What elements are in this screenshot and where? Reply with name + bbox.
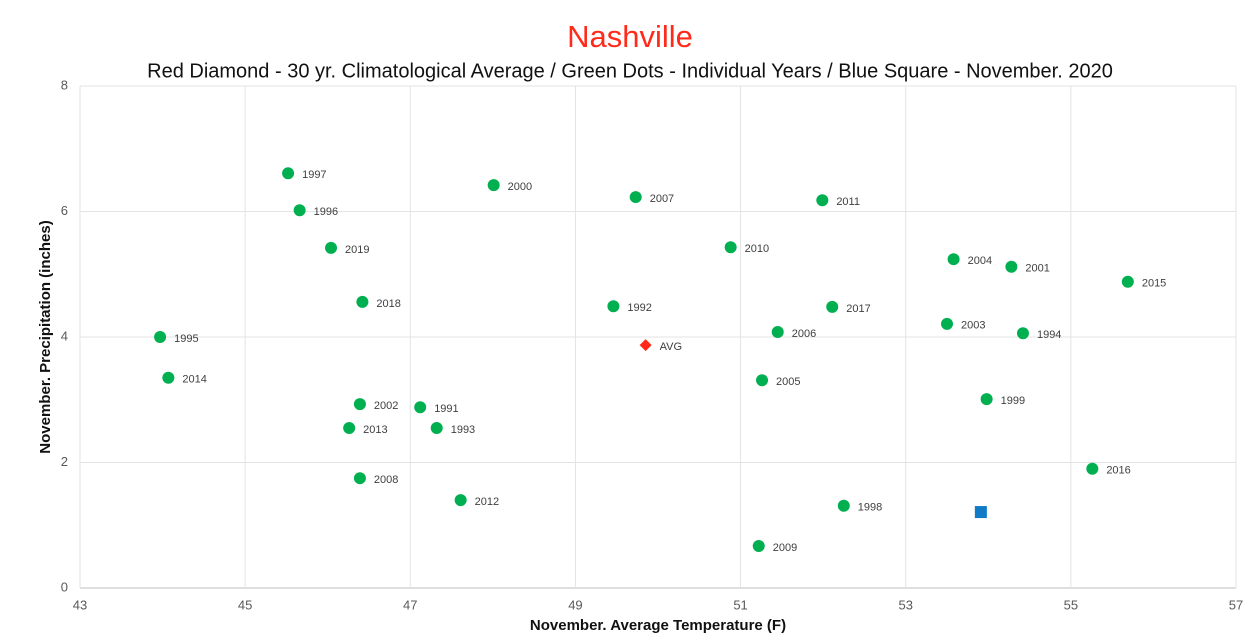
x-tick-label: 53 [898, 597, 912, 612]
point-label: 2001 [1025, 263, 1049, 275]
point [974, 506, 987, 519]
point [816, 194, 829, 207]
point [837, 499, 850, 512]
point-label: 2003 [961, 320, 985, 332]
point [293, 204, 306, 217]
y-tick-label: 4 [61, 328, 68, 343]
point-label: 2007 [650, 193, 674, 205]
point-label: 2017 [846, 303, 870, 315]
point [752, 539, 765, 552]
x-tick-label: 57 [1229, 597, 1243, 612]
x-tick-label: 45 [238, 597, 252, 612]
y-axis-label: November. Precipitation (inches) [37, 220, 54, 453]
point [607, 300, 620, 313]
point-label: 2006 [792, 328, 816, 340]
y-tick-label: 0 [61, 579, 68, 594]
point [154, 331, 167, 343]
point-label: 2010 [745, 243, 769, 255]
point [325, 241, 338, 254]
point-label: 1991 [434, 403, 458, 415]
point [414, 401, 427, 414]
point-label: 2000 [508, 181, 532, 193]
point-label: 2004 [968, 255, 992, 267]
point-label: 2013 [363, 424, 387, 436]
point-label: 1993 [451, 424, 475, 436]
point-label: 2005 [776, 376, 800, 388]
point [629, 191, 642, 204]
point [724, 241, 737, 254]
point-label: 1997 [302, 169, 326, 181]
point-label: 2016 [1106, 465, 1130, 477]
chart-title: Nashville [567, 19, 693, 54]
point-label: 1998 [858, 502, 882, 514]
point-label: 1995 [174, 333, 198, 345]
y-tick-label: 8 [61, 77, 68, 92]
point [1016, 327, 1029, 340]
point [947, 253, 960, 266]
point [430, 421, 443, 434]
point [356, 295, 369, 308]
x-tick-label: 47 [403, 597, 417, 612]
point-label: 2018 [376, 298, 400, 310]
chart-subtitle: Red Diamond - 30 yr. Climatological Aver… [147, 60, 1113, 82]
point [826, 300, 839, 313]
x-tick-label: 49 [568, 597, 582, 612]
point [353, 472, 366, 485]
x-axis-label: November. Average Temperature (F) [530, 617, 786, 634]
point [980, 393, 993, 406]
point-label: 1992 [627, 302, 651, 314]
point [487, 179, 500, 192]
point [282, 167, 295, 180]
point-label: 2019 [345, 244, 369, 256]
x-tick-label: 43 [73, 597, 87, 612]
y-tick-label: 2 [61, 454, 68, 469]
point [353, 398, 366, 411]
point-label: 2008 [374, 474, 398, 486]
point [1121, 275, 1134, 288]
point-label: 2011 [836, 196, 860, 208]
point-label: 2002 [374, 400, 398, 412]
point [343, 421, 356, 434]
y-tick-label: 6 [61, 203, 68, 218]
point [162, 371, 175, 384]
point-label: 2012 [475, 496, 499, 508]
point [1086, 462, 1099, 475]
point-label: 1999 [1001, 395, 1025, 407]
point-label: 1996 [314, 206, 338, 218]
point [454, 494, 467, 507]
point-label: AVG [660, 341, 682, 353]
point [771, 325, 784, 338]
x-tick-label: 51 [733, 597, 747, 612]
point-label: 2015 [1142, 278, 1166, 290]
point-label: 2014 [182, 374, 206, 386]
point [1005, 260, 1018, 273]
x-tick-label: 55 [1064, 597, 1078, 612]
point [756, 374, 769, 387]
point [639, 339, 652, 352]
point-label: 1994 [1037, 329, 1061, 341]
point [941, 317, 953, 330]
point-label: 2009 [773, 542, 797, 554]
